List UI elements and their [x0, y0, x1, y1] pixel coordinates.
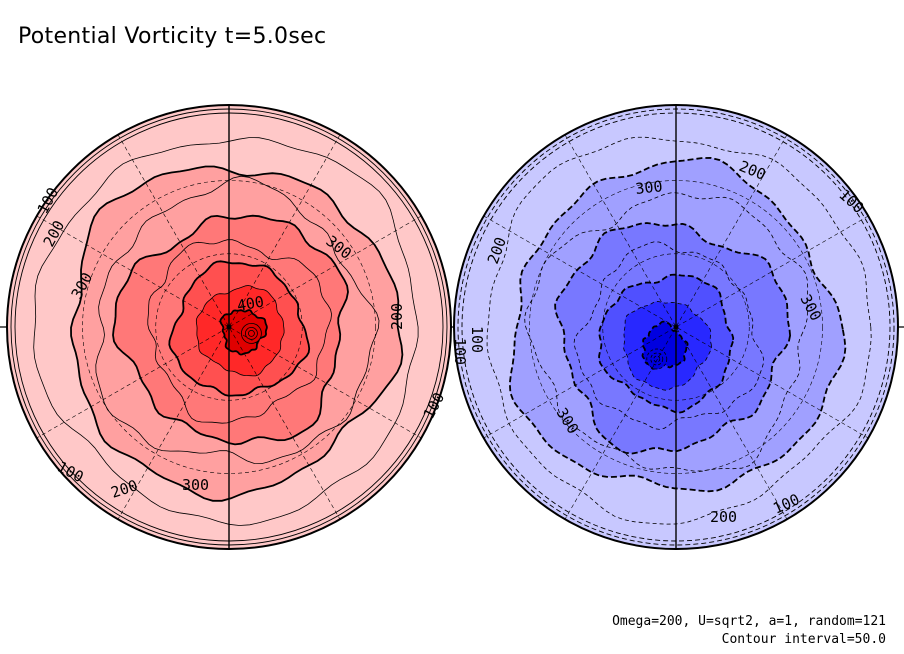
north-meridian-60	[117, 134, 341, 520]
footer-contour-interval: Contour interval=50.0	[721, 632, 886, 647]
contour-label-n-4: 200	[388, 303, 406, 330]
north-contour-6	[195, 285, 285, 377]
north-contour-0	[33, 137, 419, 526]
south-lat-circle-1	[529, 180, 823, 474]
north-contour-4	[147, 239, 333, 424]
north-meridian-150	[36, 215, 422, 439]
south-contour-6	[623, 300, 712, 391]
north-hemisphere-plot	[6, 104, 452, 550]
south-meridian-30	[483, 215, 869, 439]
south-core-ring-2	[653, 355, 661, 363]
south-frame	[453, 104, 899, 550]
north-core-ring-1	[244, 326, 258, 340]
chart-title: Potential Vorticity t=5.0sec	[18, 24, 327, 49]
north-core-ring-2	[247, 329, 255, 337]
south-core-ring-1	[650, 352, 664, 366]
south-meridian-60	[564, 134, 788, 520]
footer-params: Omega=200, U=sqrt2, a=1, random=121	[612, 614, 886, 629]
north-contour-3	[112, 214, 349, 446]
north-pole-dot	[226, 324, 232, 330]
south-hemisphere-plot	[453, 104, 899, 550]
contour-label-s-8: 200	[710, 508, 737, 526]
contour-label-n-9: 400	[236, 293, 266, 315]
north-frame	[6, 104, 452, 550]
south-pole-dot	[673, 324, 679, 330]
north-contour-5	[168, 260, 311, 397]
contour-label-s-5: 100	[451, 338, 469, 365]
north-contour-7	[219, 309, 268, 356]
south-meridian-120	[564, 134, 788, 520]
contour-label-s-9: 100	[468, 326, 486, 353]
contour-label-s-2: 300	[635, 177, 664, 198]
south-contour-2	[524, 192, 809, 472]
south-core-ring-0	[646, 348, 668, 370]
north-core-ring-0	[240, 322, 262, 344]
north-contour-2	[95, 175, 380, 465]
north-contour-1	[70, 165, 404, 502]
contour-label-n-8: 300	[182, 476, 209, 494]
south-contour-7	[641, 320, 689, 370]
north-meridian-120	[117, 134, 341, 520]
south-meridian-150	[483, 215, 869, 439]
north-lat-circle-1	[82, 180, 376, 474]
